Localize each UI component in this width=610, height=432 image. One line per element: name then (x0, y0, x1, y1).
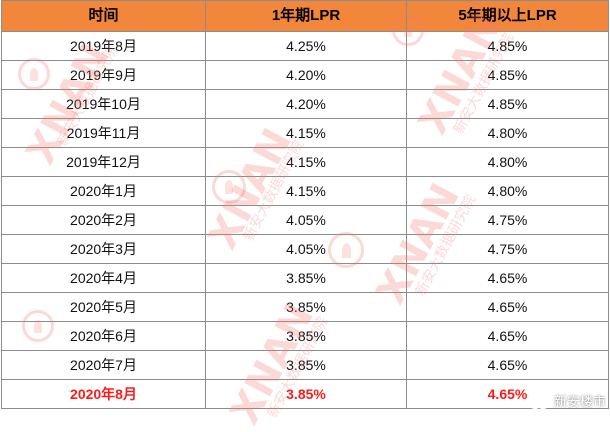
column-header-1y-lpr: 1年期LPR (205, 0, 407, 32)
cell-1y-lpr: 4.15% (205, 147, 407, 177)
table-row: 2019年12月 4.15% 4.80% (1, 147, 609, 177)
cell-5y-lpr: 4.65% (406, 292, 609, 322)
cell-time: 2020年5月 (1, 292, 206, 322)
cell-1y-lpr: 3.85% (205, 292, 407, 322)
cell-time: 2020年2月 (1, 205, 206, 235)
cell-time: 2020年4月 (1, 263, 206, 293)
cell-1y-lpr: 4.25% (205, 31, 407, 61)
table-header-row: 时间 1年期LPR 5年期以上LPR (1, 0, 609, 32)
cell-5y-lpr: 4.65% (406, 263, 609, 293)
cell-1y-lpr: 4.20% (205, 60, 407, 90)
cell-time: 2020年8月 (1, 379, 206, 409)
cell-5y-lpr: 4.80% (406, 118, 609, 148)
cell-1y-lpr: 3.85% (205, 379, 407, 409)
cell-5y-lpr: 4.80% (406, 176, 609, 206)
table-row: 2019年10月 4.20% 4.85% (1, 89, 609, 119)
cell-time: 2020年1月 (1, 176, 206, 206)
cell-5y-lpr: 4.85% (406, 60, 609, 90)
cell-5y-lpr: 4.65% (406, 350, 609, 380)
table-row-highlighted: 2020年8月 3.85% 4.65% (1, 379, 609, 409)
cell-1y-lpr: 3.85% (205, 263, 407, 293)
cell-1y-lpr: 4.15% (205, 118, 407, 148)
column-header-5y-lpr: 5年期以上LPR (406, 0, 609, 32)
cell-time: 2019年8月 (1, 31, 206, 61)
table-row: 2019年11月 4.15% 4.80% (1, 118, 609, 148)
table-row: 2019年8月 4.25% 4.85% (1, 31, 609, 61)
table-row: 2020年1月 4.15% 4.80% (1, 176, 609, 206)
table-row: 2020年4月 3.85% 4.65% (1, 263, 609, 293)
cell-time: 2019年9月 (1, 60, 206, 90)
cell-1y-lpr: 4.20% (205, 89, 407, 119)
table-row: 2020年6月 3.85% 4.65% (1, 321, 609, 351)
cell-5y-lpr: 4.80% (406, 147, 609, 177)
cell-time: 2019年11月 (1, 118, 206, 148)
cell-1y-lpr: 4.15% (205, 176, 407, 206)
table-row: 2019年9月 4.20% 4.85% (1, 60, 609, 90)
cell-1y-lpr: 4.05% (205, 234, 407, 264)
cell-1y-lpr: 3.85% (205, 350, 407, 380)
cell-time: 2020年3月 (1, 234, 206, 264)
cell-5y-lpr: 4.85% (406, 89, 609, 119)
table-row: 2020年2月 4.05% 4.75% (1, 205, 609, 235)
cell-5y-lpr: 4.65% (406, 379, 609, 409)
cell-1y-lpr: 3.85% (205, 321, 407, 351)
lpr-table: 时间 1年期LPR 5年期以上LPR 2019年8月 4.25% 4.85% 2… (1, 0, 609, 409)
cell-time: 2019年12月 (1, 147, 206, 177)
cell-time: 2019年10月 (1, 89, 206, 119)
table-row: 2020年3月 4.05% 4.75% (1, 234, 609, 264)
cell-5y-lpr: 4.65% (406, 321, 609, 351)
cell-5y-lpr: 4.75% (406, 205, 609, 235)
cell-time: 2020年7月 (1, 350, 206, 380)
cell-5y-lpr: 4.75% (406, 234, 609, 264)
table-row: 2020年5月 3.85% 4.65% (1, 292, 609, 322)
cell-time: 2020年6月 (1, 321, 206, 351)
cell-1y-lpr: 4.05% (205, 205, 407, 235)
column-header-time: 时间 (1, 0, 206, 32)
table-row: 2020年7月 3.85% 4.65% (1, 350, 609, 380)
cell-5y-lpr: 4.85% (406, 31, 609, 61)
